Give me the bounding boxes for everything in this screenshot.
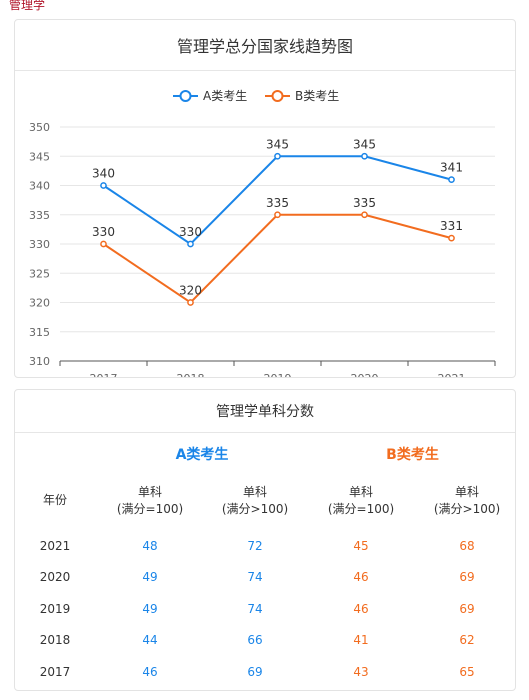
table-row: 2021 48 72 45 68	[15, 531, 517, 562]
col-header-a2-line2: (满分>100)	[221, 502, 289, 516]
chart-title: 管理学总分国家线趋势图	[15, 20, 515, 71]
y-tick-label: 330	[29, 238, 50, 251]
data-label: 345	[266, 137, 289, 151]
b-single-over100-cell: 65	[459, 665, 475, 679]
b-single-over100-cell: 62	[459, 633, 475, 647]
y-tick-label: 350	[29, 121, 50, 134]
b-single-100-cell: 41	[353, 633, 369, 647]
col-header-a1-line1: 单科	[137, 485, 162, 499]
x-tick-label: 2018	[177, 372, 205, 377]
x-tick-label: 2019	[264, 372, 292, 377]
y-tick-label: 345	[29, 150, 50, 163]
column-header-row: 年份 单科 (满分=100) 单科 (满分>100) 单科 (满分=100) 单…	[15, 478, 515, 530]
x-tick-label: 2020	[351, 372, 379, 377]
data-point	[100, 240, 107, 248]
y-tick-label: 325	[29, 267, 50, 280]
x-tick-label: 2017	[90, 372, 118, 377]
b-single-100-cell: 43	[353, 665, 369, 679]
score-table-card: 管理学单科分数 A类考生 B类考生 年份 单科 (满分=100) 单科 (满分>…	[14, 389, 516, 691]
a-single-over100-cell: 66	[247, 633, 263, 647]
data-label: 341	[440, 161, 463, 175]
data-point	[448, 234, 455, 242]
year-cell: 2021	[39, 539, 71, 553]
col-header-b2: 单科 (满分>100)	[412, 484, 522, 518]
col-header-a1-line2: (满分=100)	[116, 502, 184, 516]
data-label: 345	[353, 137, 376, 151]
data-point	[361, 211, 368, 219]
group-b-label: B类考生	[386, 447, 439, 463]
y-tick-label: 335	[29, 209, 50, 222]
col-header-b2-line1: 单科	[454, 485, 479, 499]
b-single-100-cell: 46	[353, 570, 369, 584]
year-cell: 2018	[39, 633, 71, 647]
data-point	[274, 152, 281, 160]
a-single-over100-cell: 72	[247, 539, 263, 553]
data-point	[100, 182, 107, 189]
a-single-over100-cell: 69	[247, 665, 263, 679]
data-label: 330	[92, 225, 115, 239]
series-line	[102, 213, 452, 304]
a-single-over100-cell: 74	[247, 602, 263, 616]
data-point	[187, 240, 194, 248]
a-single-over100-cell: 74	[247, 570, 263, 584]
y-tick-label: 340	[29, 180, 50, 193]
b-single-over100-cell: 69	[459, 570, 475, 584]
page-label[interactable]: 管理学	[9, 0, 46, 12]
table-row: 2019 49 74 46 69	[15, 594, 517, 625]
x-tick-label: 2021	[438, 372, 466, 377]
table-row: 2020 49 74 46 69	[15, 562, 517, 593]
a-single-100-cell: 49	[142, 570, 158, 584]
table-row: 2018 44 66 41 62	[15, 625, 517, 656]
col-header-b2-line2: (满分>100)	[433, 502, 501, 516]
year-cell: 2019	[39, 602, 71, 616]
y-tick-label: 310	[29, 355, 50, 368]
b-single-over100-cell: 68	[459, 539, 475, 553]
a-single-100-cell: 46	[142, 665, 158, 679]
data-label: 331	[440, 219, 463, 233]
data-label: 330	[179, 225, 202, 239]
data-point	[187, 299, 194, 306]
data-point	[448, 176, 455, 184]
a-single-100-cell: 48	[142, 539, 158, 553]
data-point	[274, 211, 281, 219]
col-header-a2: 单科 (满分>100)	[200, 484, 310, 518]
col-header-a1: 单科 (满分=100)	[95, 484, 205, 518]
b-single-100-cell: 46	[353, 602, 369, 616]
year-cell: 2020	[39, 570, 71, 584]
y-tick-label: 320	[29, 297, 50, 310]
col-header-b1: 单科 (满分=100)	[306, 484, 416, 518]
line-chart: 310 315 320 325 330 335 340 345 350 2017 2018 2019 2…	[29, 89, 496, 377]
table-title: 管理学单科分数	[15, 390, 515, 433]
b-single-over100-cell: 69	[459, 602, 475, 616]
col-header-b1-line2: (满分=100)	[327, 502, 395, 516]
legend-label: A类考生	[203, 89, 247, 103]
data-point	[361, 152, 368, 160]
legend-label: B类考生	[295, 89, 339, 103]
data-label: 340	[92, 167, 115, 181]
b-single-100-cell: 45	[353, 539, 369, 553]
group-a-label: A类考生	[175, 447, 229, 463]
data-label: 335	[353, 196, 376, 210]
data-label: 335	[266, 196, 289, 210]
chart-card: 管理学总分国家线趋势图 310 315 320 325 330 335 340 345 350 2…	[14, 19, 516, 378]
a-single-100-cell: 44	[142, 633, 158, 647]
group-header-row: A类考生 B类考生	[15, 433, 515, 478]
data-label: 320	[179, 284, 202, 298]
col-header-a2-line1: 单科	[242, 485, 267, 499]
legend-marker	[179, 90, 192, 102]
legend-marker	[271, 90, 284, 102]
a-single-100-cell: 49	[142, 602, 158, 616]
y-tick-label: 315	[29, 326, 50, 339]
col-header-b1-line1: 单科	[348, 485, 373, 499]
table-row: 2017 46 69 43 65	[15, 657, 517, 688]
year-column-header: 年份	[42, 493, 67, 507]
year-cell: 2017	[39, 665, 71, 679]
